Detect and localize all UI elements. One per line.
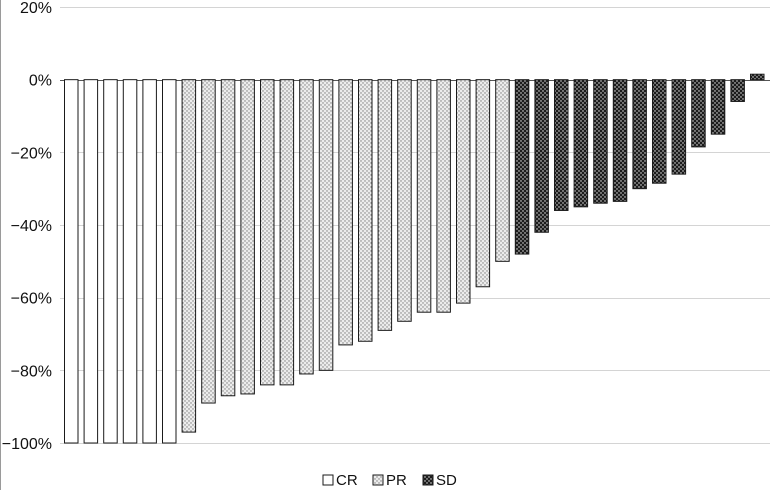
- legend-label-sd: SD: [436, 472, 457, 489]
- bar-pr: [495, 79, 510, 262]
- y-tick-label: −40%: [11, 218, 52, 235]
- bar-sd: [632, 79, 647, 190]
- bars: [64, 73, 765, 444]
- bar-pr: [416, 79, 432, 313]
- legend-swatch-pr: [372, 474, 384, 486]
- bar-cr: [64, 79, 79, 444]
- bar-pr: [220, 79, 236, 397]
- bar-cr: [103, 79, 118, 444]
- legend-swatch-sd: [422, 474, 434, 486]
- legend-swatch-cr: [322, 474, 334, 486]
- bar-pr: [397, 79, 412, 322]
- bar-sd: [612, 79, 628, 202]
- bar-cr: [142, 79, 157, 444]
- y-tick-label: −100%: [2, 436, 52, 453]
- bar-sd: [514, 79, 530, 255]
- bar-pr: [318, 79, 334, 371]
- legend-label-pr: PR: [386, 472, 407, 489]
- y-tick-label: 20%: [20, 0, 52, 17]
- y-tick-label: 0%: [29, 73, 52, 90]
- bar-pr: [240, 79, 255, 395]
- bar-pr: [475, 79, 491, 288]
- bar-sd: [652, 79, 667, 184]
- legend-label-cr: CR: [336, 472, 358, 489]
- gridlines: [60, 7, 770, 444]
- bar-pr: [377, 79, 393, 331]
- bar-sd: [554, 79, 569, 211]
- bar-sd: [691, 79, 706, 148]
- y-tick-label: −60%: [11, 291, 52, 308]
- y-tick-label: −20%: [11, 145, 52, 162]
- bar-pr: [260, 79, 275, 386]
- bar-cr: [122, 79, 138, 444]
- bar-sd: [730, 79, 745, 102]
- bar-sd: [593, 79, 608, 204]
- bar-pr: [358, 79, 373, 342]
- bar-sd: [710, 79, 726, 135]
- bar-sd: [750, 73, 765, 81]
- bar-pr: [338, 79, 353, 346]
- bar-cr: [83, 79, 99, 444]
- bar-cr: [162, 79, 177, 444]
- bar-pr: [201, 79, 216, 404]
- bar-pr: [456, 79, 471, 304]
- bar-pr: [299, 79, 314, 375]
- bar-pr: [436, 79, 451, 313]
- y-axis: 20% 0% −20% −40% −60% −80% −100%: [2, 0, 52, 453]
- legend: CR PR SD: [322, 472, 457, 489]
- y-tick-label: −80%: [11, 363, 52, 380]
- bar-sd: [573, 79, 589, 208]
- bar-pr: [279, 79, 295, 386]
- bar-pr: [181, 79, 197, 433]
- bar-sd: [671, 79, 687, 175]
- bar-sd: [534, 79, 549, 233]
